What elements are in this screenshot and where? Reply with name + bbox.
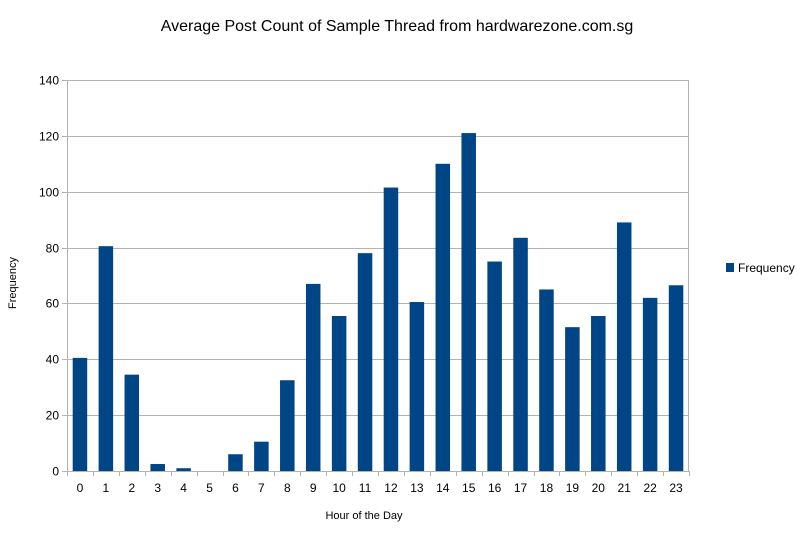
bar-hour-10 [331,316,347,471]
y-tick-label: 20 [46,409,60,423]
bar-hour-8 [280,380,295,471]
y-tick-label: 0 [52,465,59,479]
bar-hour-21 [616,222,632,471]
bar-hour-1 [98,246,114,471]
bar-hour-4 [176,468,191,471]
y-axis-title: Frequency [7,257,19,309]
x-tick-label: 1 [103,481,110,495]
bar-hour-9 [305,283,321,471]
bar-hour-22 [642,297,658,471]
x-tick-label: 14 [436,481,450,495]
x-tick-label: 15 [462,481,476,495]
x-tick-label: 6 [232,481,239,495]
y-tick-label: 140 [39,74,59,88]
bar-hour-16 [487,261,502,471]
bar-hour-0 [72,357,88,471]
bars [72,133,684,472]
x-tick-label: 19 [566,481,580,495]
x-tick-label: 16 [488,481,502,495]
bar-hour-14 [435,163,451,472]
bar-hour-20 [591,316,606,471]
bar-hour-6 [228,454,243,471]
bar-hour-19 [565,327,580,471]
y-tick-label: 80 [46,242,60,256]
bar-hour-11 [357,253,373,471]
legend-swatch [726,263,734,272]
bar-hour-18 [539,289,554,471]
x-tick-label: 17 [514,481,528,495]
x-axis-ticks: 0 1 2 3 4 5 6 7 8 9 10 11 12 13 14 15 16 17 18 19 20 21 22 23 [67,471,690,495]
x-axis-title: Hour of the Day [325,510,403,522]
x-tick-label: 18 [540,481,554,495]
x-tick-label: 13 [410,481,424,495]
legend-label-frequency: Frequency [738,261,795,275]
x-tick-label: 5 [206,481,213,495]
bar-hour-13 [409,302,425,471]
x-tick-label: 0 [77,481,84,495]
y-tick-label: 100 [39,186,59,200]
x-tick-label: 2 [128,481,135,495]
x-tick-label: 12 [384,481,398,495]
y-axis-ticks: 0 20 40 60 80 100 120 140 [39,74,59,479]
legend: Frequency [726,261,795,275]
x-tick-label: 11 [359,481,372,495]
y-tick-label: 120 [39,130,59,144]
x-tick-label: 3 [154,481,161,495]
x-tick-label: 23 [669,481,683,495]
x-tick-label: 8 [284,481,291,495]
x-tick-label: 10 [332,481,346,495]
x-tick-label: 9 [310,481,317,495]
x-tick-label: 7 [258,481,265,495]
bar-hour-7 [254,441,269,471]
x-tick-label: 22 [643,481,657,495]
plot-area [67,80,689,471]
bar-hour-17 [513,237,528,471]
x-tick-label: 4 [180,481,187,495]
y-tick-label: 60 [46,297,60,311]
bar-hour-15 [461,133,476,471]
x-tick-label: 20 [592,481,606,495]
bar-hour-3 [150,464,165,471]
y-tick-label: 40 [46,353,60,367]
x-tick-label: 21 [618,481,632,495]
bar-hour-23 [668,285,684,471]
bar-hour-12 [383,187,399,471]
bar-hour-2 [124,374,140,471]
chart-title: Average Post Count of Sample Thread from… [161,18,634,35]
